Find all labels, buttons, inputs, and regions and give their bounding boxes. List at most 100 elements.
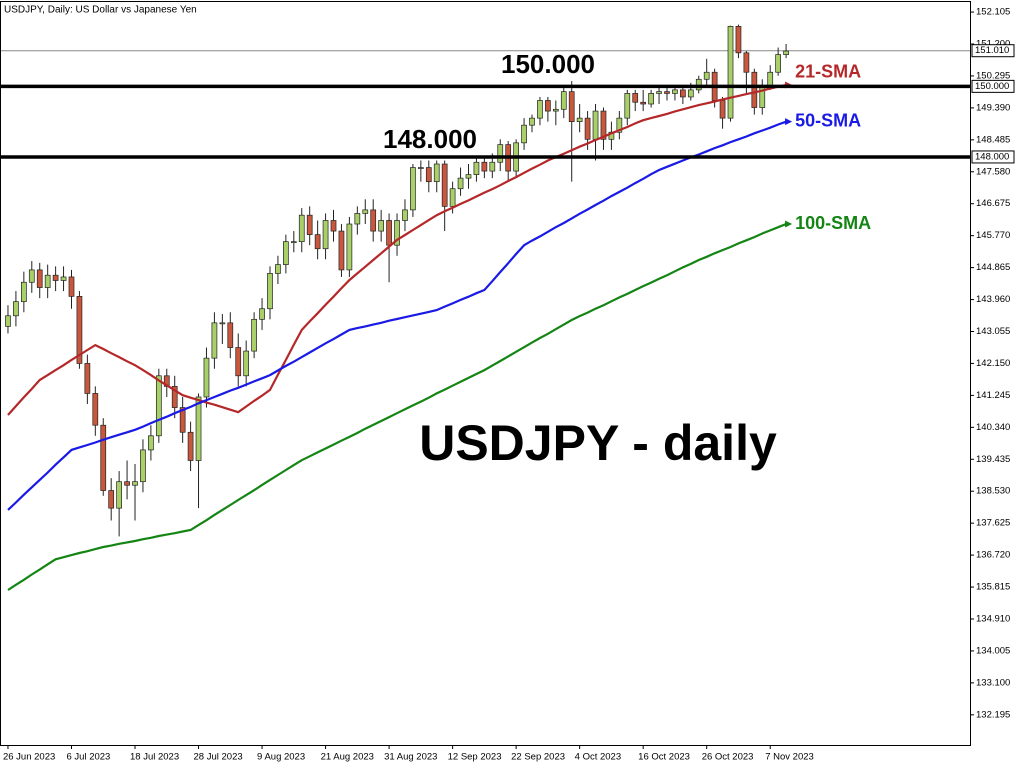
y-tick-label: 148.485: [976, 134, 1010, 145]
chart-annotation: USDJPY - daily: [419, 415, 777, 471]
legend-label: 100-SMA: [795, 213, 871, 233]
candle-body: [489, 161, 496, 172]
candle-body: [425, 167, 432, 183]
x-tick-label: 6 Jul 2023: [66, 752, 110, 763]
candle-body: [719, 100, 726, 119]
chart-title: USDJPY, Daily: US Dollar vs Japanese Yen: [4, 5, 197, 16]
candle-body: [370, 209, 377, 232]
x-tick-label: 26 Oct 2023: [702, 752, 754, 763]
x-tick-label: 9 Aug 2023: [257, 752, 305, 763]
candle-body: [386, 220, 392, 246]
sma-arrow: [785, 118, 793, 126]
candle-body: [346, 223, 353, 271]
candle-body: [680, 89, 686, 98]
candle-body: [290, 241, 297, 244]
candle-body: [441, 163, 448, 207]
candle-body: [648, 93, 654, 105]
candle-body: [28, 269, 35, 283]
candle-body: [52, 274, 59, 281]
candle-body: [457, 177, 464, 190]
candle-body: [235, 347, 242, 377]
candle-body: [140, 449, 146, 483]
y-tick-label: 135.815: [976, 582, 1010, 593]
x-tick-label: 22 Sep 2023: [511, 752, 565, 763]
candle-body: [481, 161, 488, 172]
level-tag-label: 150.000: [975, 81, 1009, 92]
x-tick-label: 31 Aug 2023: [384, 752, 437, 763]
candle-body: [402, 209, 408, 221]
sma-arrow: [785, 220, 793, 228]
candle-body: [568, 91, 575, 123]
candle-body: [545, 100, 551, 112]
candle-body: [592, 110, 599, 140]
y-tick-label: 134.005: [976, 645, 1010, 656]
y-tick-label: 140.340: [976, 422, 1010, 433]
last-price-tag: [971, 44, 1015, 58]
candle-body: [132, 481, 138, 486]
x-tick-label: 4 Oct 2023: [575, 752, 621, 763]
candle-body: [727, 26, 734, 119]
candle-body: [203, 357, 210, 398]
candle-body: [703, 71, 710, 80]
candle-body: [600, 110, 607, 140]
candle-body: [473, 161, 480, 175]
candle-body: [656, 91, 662, 94]
candle-body: [322, 220, 329, 250]
candle-body: [433, 163, 440, 183]
candle-body: [410, 167, 416, 211]
sma-line: [7, 222, 787, 591]
candle-body: [743, 52, 750, 73]
candle-body: [211, 322, 218, 359]
x-tick-label: 12 Sep 2023: [448, 752, 502, 763]
candle-body: [664, 91, 670, 94]
y-tick-label: 143.960: [976, 294, 1010, 305]
candle-body: [21, 281, 27, 303]
candle-body: [5, 315, 11, 327]
y-tick-label: 150.295: [976, 70, 1010, 81]
y-tick-label: 147.580: [976, 166, 1010, 177]
candle-body: [283, 241, 289, 265]
candle-body: [314, 234, 321, 250]
candle-body: [354, 213, 361, 225]
candle-body: [521, 124, 527, 144]
x-tick-label: 26 Jun 2023: [3, 752, 55, 763]
candle-body: [124, 481, 130, 486]
y-tick-label: 149.390: [976, 102, 1010, 113]
candle-body: [36, 269, 43, 288]
candle-body: [243, 350, 250, 377]
y-tick-label: 141.245: [976, 390, 1010, 401]
candle-body: [497, 144, 504, 163]
x-tick-label: 18 Jul 2023: [130, 752, 179, 763]
candle-body: [552, 108, 559, 112]
candle-body: [108, 490, 115, 509]
level-tag: [971, 150, 1015, 164]
candle-body: [92, 393, 99, 426]
candle-body: [306, 214, 313, 235]
candle-body: [378, 220, 384, 232]
candle-body: [251, 318, 257, 352]
candle-body: [418, 167, 424, 169]
candle-body: [76, 296, 83, 364]
level-label: 150.000: [501, 49, 595, 79]
y-tick-label: 145.770: [976, 230, 1010, 241]
y-tick-label: 152.105: [976, 7, 1010, 18]
candle-body: [195, 396, 202, 461]
candle-body: [155, 375, 162, 437]
y-tick-label: 136.720: [976, 550, 1010, 561]
candle-body: [465, 174, 472, 179]
legend-label: 50-SMA: [795, 110, 861, 130]
last-price-label: 151.010: [975, 45, 1009, 56]
candle-body: [537, 100, 543, 119]
y-tick-label: 151.200: [976, 39, 1010, 50]
candle-body: [227, 322, 234, 348]
candle-body: [529, 117, 535, 126]
y-tick-label: 137.625: [976, 518, 1010, 529]
y-tick-label: 132.195: [976, 709, 1010, 720]
candle-body: [330, 220, 337, 232]
x-tick-label: 21 Aug 2023: [321, 752, 374, 763]
candle-body: [338, 230, 345, 271]
y-tick-label: 146.675: [976, 198, 1010, 209]
candle-body: [219, 322, 226, 325]
